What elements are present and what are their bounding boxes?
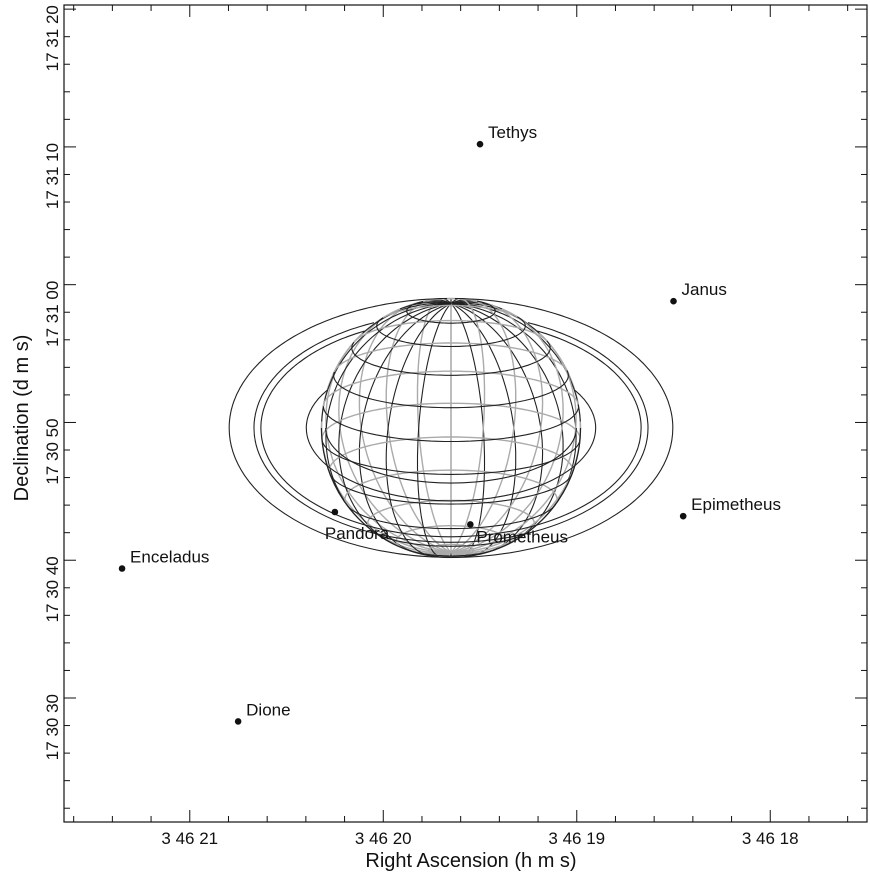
y-tick-label: 17 30 50 <box>43 418 62 484</box>
planet-meridian <box>399 301 452 310</box>
planet-parallel <box>382 304 518 319</box>
moon-pandora-label: Pandora <box>325 524 390 543</box>
planet-parallel <box>322 406 451 443</box>
planet-meridian <box>450 298 486 553</box>
planet-parallel <box>451 370 569 409</box>
planet-parallel <box>353 319 548 343</box>
moon-tethys-label: Tethys <box>488 123 537 142</box>
planet-parallel <box>450 316 526 348</box>
planet-parallel <box>372 531 452 547</box>
planet-meridian <box>416 303 452 558</box>
moon-janus-label: Janus <box>682 280 727 299</box>
planet-meridian <box>450 302 544 554</box>
ring-back-3 <box>305 389 328 428</box>
moon-tethys-point <box>476 140 484 148</box>
x-tick-label: 3 46 20 <box>355 829 412 848</box>
moon-janus-point <box>670 297 677 305</box>
y-axis-title: Declination (d m s) <box>11 335 33 502</box>
planet-meridian <box>358 302 452 553</box>
planet-parallel <box>344 469 558 506</box>
planet-parallel <box>451 300 496 324</box>
ring-back-2 <box>260 330 365 428</box>
ring-back-0 <box>454 297 674 428</box>
planet-parallel <box>395 525 507 551</box>
ring-back-3 <box>574 389 597 429</box>
moon-prometheus-point <box>467 521 474 528</box>
x-axis-title: Right Ascension (h m s) <box>365 850 576 872</box>
ring-front-1 <box>253 427 649 543</box>
moon-enceladus-point <box>118 565 126 572</box>
moon-epimetheus-point <box>679 512 687 520</box>
moon-epimetheus-label: Epimetheus <box>691 495 781 514</box>
planet-meridian <box>450 303 486 558</box>
planet-parallel <box>351 342 451 376</box>
ring-back-0 <box>228 297 448 428</box>
x-tick-label: 3 46 19 <box>548 829 605 848</box>
planet-parallel <box>450 438 581 475</box>
tick-layer: 3 46 21 3 46 20 3 46 19 3 46 18 17 31 20 17 3… <box>43 5 867 848</box>
ring-front-4 <box>325 427 577 484</box>
y-tick-label: 17 31 10 <box>43 143 62 209</box>
planet-parallel <box>376 317 452 348</box>
ring-back-1 <box>527 322 649 428</box>
y-tick-label: 17 31 00 <box>43 281 62 347</box>
moon-dione-label: Dione <box>246 700 290 719</box>
planet-parallel <box>346 505 451 530</box>
moon-layer: Tethys Janus Epimetheus Pandora Prometheus En… <box>118 123 781 725</box>
planet-parallel <box>328 436 574 475</box>
planet-parallel <box>333 371 451 409</box>
moon-dione-point <box>234 718 242 725</box>
y-tick-label: 17 30 40 <box>43 556 62 622</box>
planet-parallel <box>406 300 451 324</box>
planet-parallel <box>322 370 580 407</box>
y-tick-label: 17 31 20 <box>43 5 62 71</box>
planet-parallel <box>451 503 557 530</box>
planet-meridian <box>385 299 452 554</box>
planet-parallel <box>427 543 475 558</box>
planet-meridian <box>450 303 517 556</box>
planet-meridian <box>450 299 517 554</box>
y-tick-label: 17 30 30 <box>43 694 62 760</box>
moon-enceladus-label: Enceladus <box>130 547 209 566</box>
ring-back-1 <box>253 322 375 428</box>
ring-layer <box>228 297 674 558</box>
ring-front-0 <box>228 427 674 558</box>
x-tick-label: 3 46 18 <box>742 829 799 848</box>
planet-meridian <box>385 303 452 556</box>
planet-parallel <box>321 440 452 475</box>
planet-meridian <box>416 298 452 553</box>
planet-meridian <box>358 302 452 554</box>
planet-parallel <box>422 298 478 303</box>
ring-front-3 <box>305 427 597 502</box>
moon-pandora-point <box>331 508 339 516</box>
planet-parallel <box>450 472 574 505</box>
ring-front-2 <box>260 427 642 538</box>
x-tick-label: 3 46 21 <box>161 829 218 848</box>
planet-meridian <box>362 302 452 334</box>
planet-parallel <box>451 404 580 443</box>
moon-prometheus-label: Prometheus <box>476 527 568 546</box>
planet-parallel <box>451 340 551 376</box>
planet-layer <box>320 297 582 559</box>
planet-meridian <box>450 308 564 554</box>
ring-back-2 <box>537 330 642 428</box>
planet-parallel <box>329 473 452 505</box>
